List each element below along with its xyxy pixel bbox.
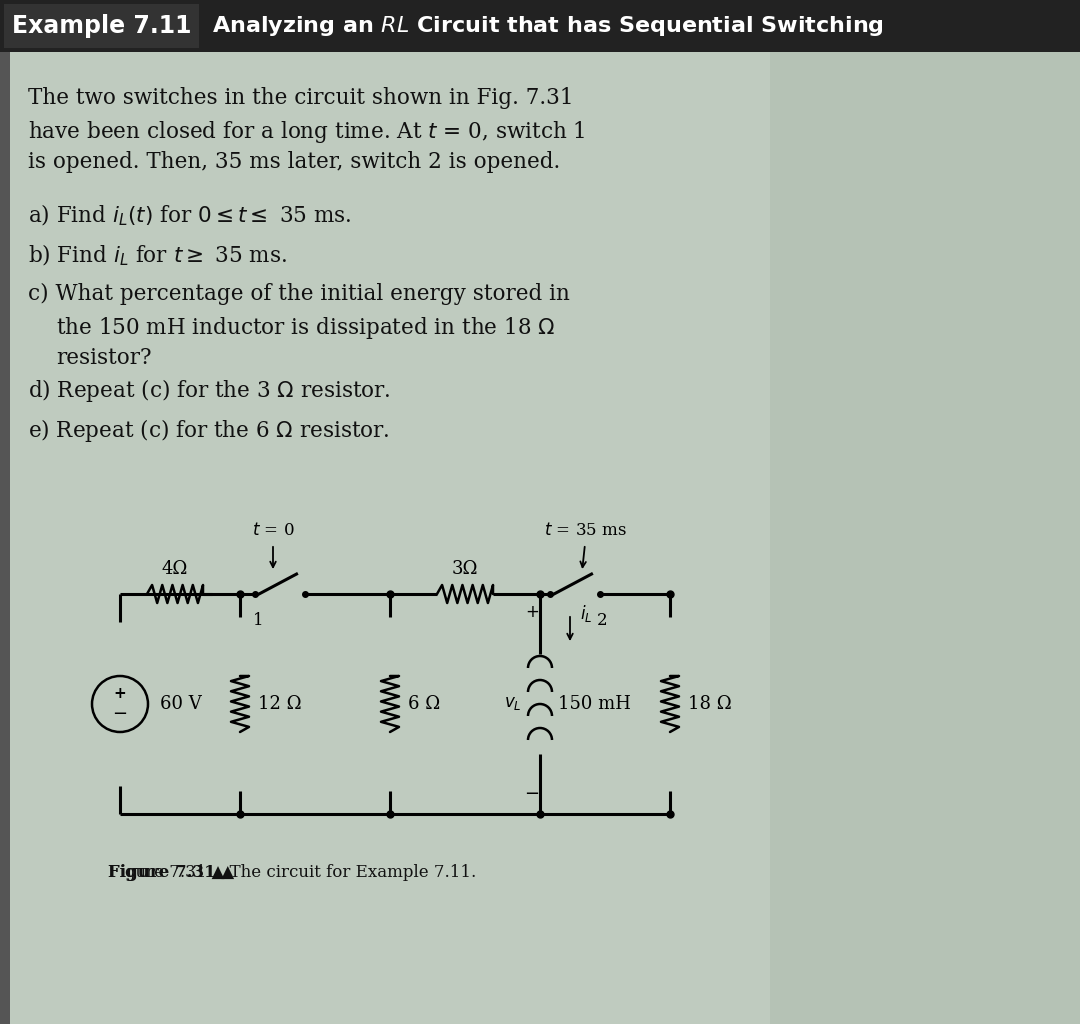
Text: is opened. Then, 35 ms later, switch 2 is opened.: is opened. Then, 35 ms later, switch 2 i…: [28, 151, 561, 173]
Text: 6 Ω: 6 Ω: [408, 695, 441, 713]
Text: d) Repeat (c) for the 3 $\Omega$ resistor.: d) Repeat (c) for the 3 $\Omega$ resisto…: [28, 377, 391, 404]
Text: The two switches in the circuit shown in Fig. 7.31: The two switches in the circuit shown in…: [28, 87, 573, 109]
Bar: [0, 0, 1080, 52]
Text: the 150 mH inductor is dissipated in the 18 $\Omega$: the 150 mH inductor is dissipated in the…: [56, 315, 555, 341]
Text: 150 mH: 150 mH: [558, 695, 631, 713]
Text: +: +: [525, 603, 539, 621]
Text: Figure 7.31 ▲: Figure 7.31 ▲: [108, 864, 234, 881]
Text: 18 Ω: 18 Ω: [688, 695, 732, 713]
Text: +: +: [113, 686, 126, 701]
Text: Example 7.11: Example 7.11: [12, 14, 191, 38]
Text: −: −: [112, 705, 127, 723]
Text: 12 Ω: 12 Ω: [258, 695, 301, 713]
Text: 3Ω: 3Ω: [451, 560, 478, 578]
Text: Analyzing an $\it{RL}$ Circuit that has Sequential Switching: Analyzing an $\it{RL}$ Circuit that has …: [212, 14, 885, 38]
Text: −: −: [525, 785, 540, 803]
Bar: [4, 4, 199, 48]
Text: 1: 1: [253, 612, 264, 629]
Text: b) Find $i_L$ for $t \geq$ 35 ms.: b) Find $i_L$ for $t \geq$ 35 ms.: [28, 243, 287, 268]
Text: Figure 7.31 ▲ The circuit for Example 7.11.: Figure 7.31 ▲ The circuit for Example 7.…: [108, 864, 476, 881]
Text: $v_L$: $v_L$: [504, 695, 522, 713]
Text: 60 V: 60 V: [160, 695, 202, 713]
Text: e) Repeat (c) for the 6 $\Omega$ resistor.: e) Repeat (c) for the 6 $\Omega$ resisto…: [28, 417, 390, 444]
Text: $i_{L}$: $i_{L}$: [580, 603, 593, 625]
Text: 4Ω: 4Ω: [162, 560, 188, 578]
Text: resistor?: resistor?: [56, 347, 151, 369]
Text: a) Find $i_L(t)$ for $0 \leq t \leq$ 35 ms.: a) Find $i_L(t)$ for $0 \leq t \leq$ 35 …: [28, 203, 351, 228]
Text: 2: 2: [596, 612, 607, 629]
Bar: [0, 52, 770, 1024]
Text: c) What percentage of the initial energy stored in: c) What percentage of the initial energy…: [28, 283, 570, 305]
Text: have been closed for a long time. At $t$ = 0, switch 1: have been closed for a long time. At $t$…: [28, 119, 585, 145]
Bar: [0, 52, 10, 1024]
Text: $t$ = 35 ms: $t$ = 35 ms: [543, 522, 626, 539]
Text: $t$ = 0: $t$ = 0: [252, 522, 294, 539]
